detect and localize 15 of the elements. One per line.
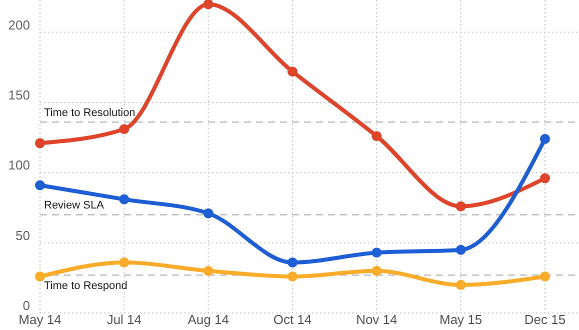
y-tick-label: 200 [8,17,30,32]
y-tick-label: 150 [8,87,30,102]
x-tick-label: Dec 15 [524,312,566,327]
x-tick-label: May 15 [440,312,482,327]
ref-line-label: Time to Resolution [44,107,136,120]
y-tick-label: 50 [16,228,30,243]
x-tick-label: Nov 14 [356,312,398,327]
y-tick-label: 100 [8,158,30,173]
x-tick-label: Jul 14 [106,312,142,327]
x-tick-label: May 14 [18,312,62,327]
y-tick-label: 0 [22,298,30,313]
x-tick-label: Aug 14 [188,312,229,327]
x-tick-label: Oct 14 [273,312,312,327]
ref-line-label: Time to Respond [44,280,128,292]
ref-line-label: Review SLA [44,200,105,212]
